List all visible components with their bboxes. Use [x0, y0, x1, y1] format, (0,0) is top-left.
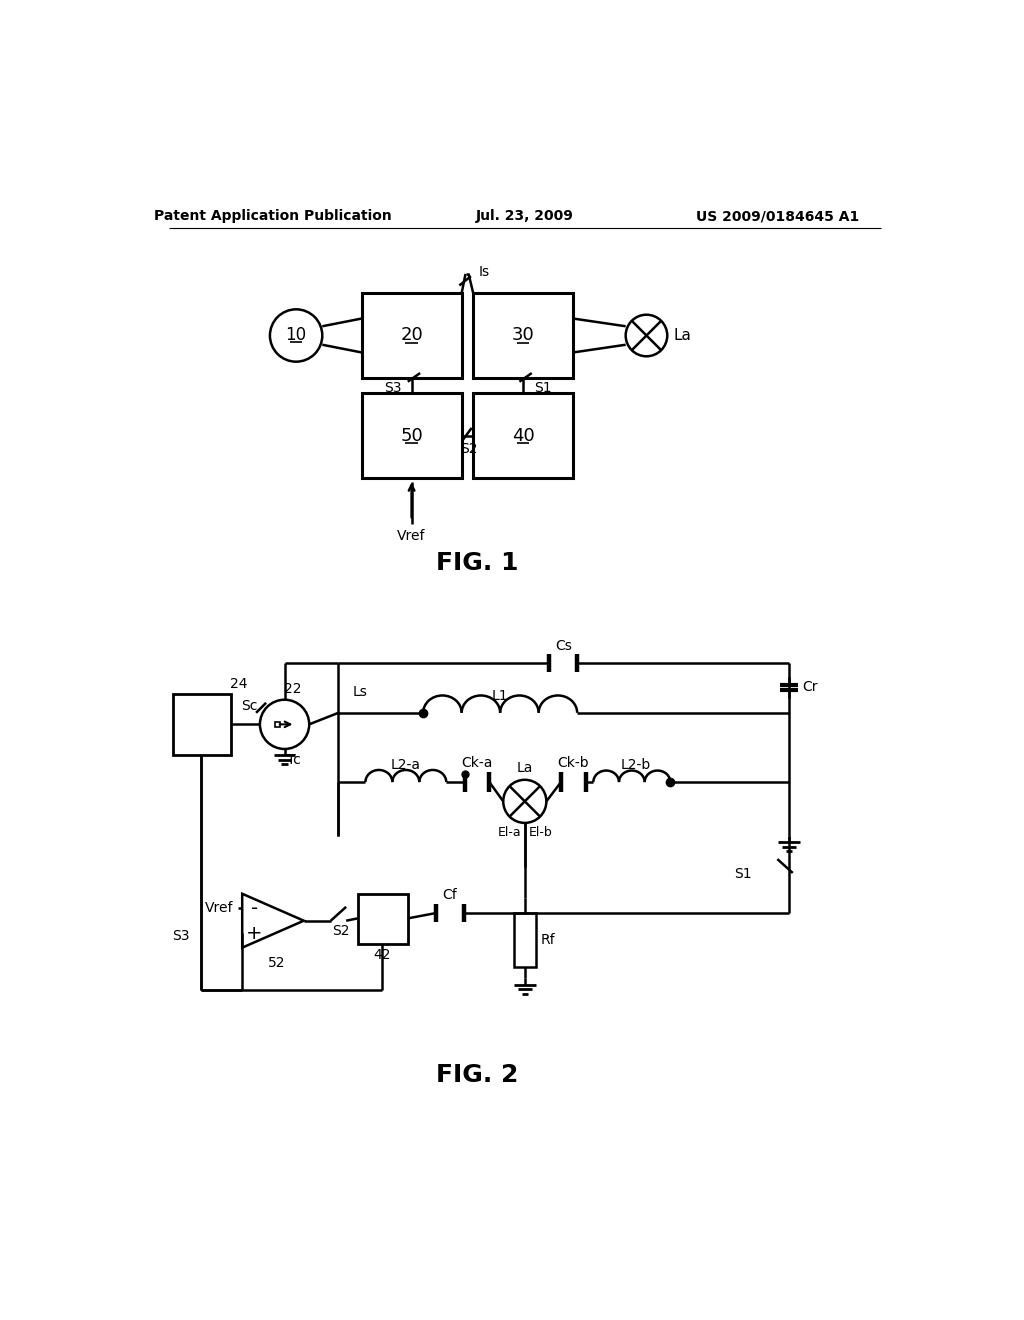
Text: Ls: Ls	[352, 685, 368, 700]
Text: 20: 20	[400, 326, 423, 345]
Text: 42: 42	[374, 948, 391, 962]
Text: Cs: Cs	[555, 639, 571, 653]
Text: S1: S1	[734, 867, 752, 882]
Bar	[357, 894, 408, 944]
Text: Vref: Vref	[397, 529, 426, 543]
Text: -: -	[251, 899, 258, 917]
Text: S2: S2	[461, 442, 478, 457]
Text: Cf: Cf	[442, 887, 458, 902]
Text: 22: 22	[284, 682, 301, 696]
Text: 24: 24	[229, 677, 247, 692]
Bar	[473, 293, 573, 378]
Text: Rf: Rf	[541, 933, 555, 946]
Text: El-b: El-b	[528, 825, 552, 838]
Text: 10: 10	[286, 326, 306, 345]
Text: Tc: Tc	[287, 752, 301, 767]
Text: 30: 30	[512, 326, 535, 345]
Text: Is: Is	[478, 264, 489, 279]
Text: S3: S3	[384, 381, 401, 395]
Text: FIG. 1: FIG. 1	[436, 550, 518, 574]
Text: El-a: El-a	[498, 825, 521, 838]
Text: L2-a: L2-a	[390, 758, 421, 772]
Text: 52: 52	[268, 956, 286, 970]
Text: S1: S1	[535, 381, 552, 395]
Text: L2-b: L2-b	[621, 758, 651, 772]
Bar	[173, 693, 230, 755]
Text: S2: S2	[332, 924, 349, 939]
Text: +: +	[247, 924, 263, 942]
Text: La: La	[674, 327, 691, 343]
Text: La: La	[517, 762, 532, 775]
Text: Vref: Vref	[205, 902, 233, 915]
Text: S3: S3	[172, 929, 189, 942]
Text: Patent Application Publication: Patent Application Publication	[155, 209, 392, 223]
Bar	[361, 293, 462, 378]
Text: FIG. 2: FIG. 2	[436, 1063, 518, 1086]
Text: Jul. 23, 2009: Jul. 23, 2009	[476, 209, 573, 223]
Text: Cr: Cr	[803, 680, 818, 694]
Text: Ck-b: Ck-b	[557, 756, 589, 770]
Text: 50: 50	[400, 426, 423, 445]
Text: Sc: Sc	[241, 698, 257, 713]
Text: 40: 40	[512, 426, 535, 445]
Text: Ck-a: Ck-a	[462, 756, 493, 770]
Text: L1: L1	[492, 689, 509, 702]
Bar	[473, 393, 573, 478]
Bar	[514, 913, 536, 966]
Bar	[274, 722, 280, 727]
Bar	[361, 393, 462, 478]
Text: US 2009/0184645 A1: US 2009/0184645 A1	[695, 209, 859, 223]
